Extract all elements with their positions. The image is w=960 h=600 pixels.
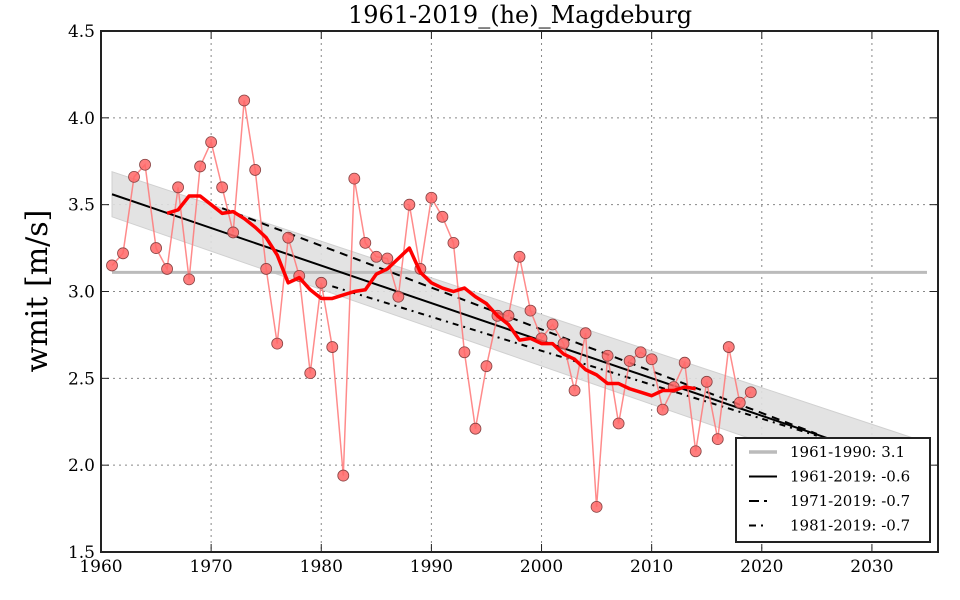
x-tick-label: 1960 bbox=[79, 557, 122, 577]
data-point bbox=[260, 263, 273, 275]
rolling-mean bbox=[166, 194, 696, 398]
data-point bbox=[205, 136, 218, 149]
data-point bbox=[645, 353, 658, 366]
data-point bbox=[634, 346, 647, 359]
data-point bbox=[436, 210, 449, 223]
data-point bbox=[579, 327, 592, 340]
data-point bbox=[590, 500, 603, 513]
legend: 1961-1990: 3.1 1961-2019: -0.6 1971-2019: … bbox=[735, 437, 931, 543]
x-tick-label: 1970 bbox=[189, 557, 232, 577]
data-point bbox=[249, 164, 262, 176]
data-point bbox=[744, 386, 757, 399]
legend-label: 1961-2019: -0.6 bbox=[790, 468, 910, 486]
chart-title: 1961-2019_(he)_Magdeburg bbox=[348, 1, 692, 29]
data-point bbox=[304, 367, 317, 380]
data-point bbox=[172, 181, 184, 194]
data-point bbox=[337, 469, 350, 482]
data-point bbox=[392, 290, 405, 303]
y-tick-label: 2.5 bbox=[68, 369, 95, 389]
data-point bbox=[480, 360, 493, 373]
x-tick-label: 2030 bbox=[850, 557, 893, 577]
data-point bbox=[216, 181, 229, 194]
data-point bbox=[282, 231, 295, 244]
data-point bbox=[612, 417, 625, 430]
data-point bbox=[678, 356, 691, 369]
y-tick-label: 4.5 bbox=[68, 22, 95, 42]
data-point bbox=[117, 247, 129, 260]
data-point bbox=[183, 273, 196, 286]
y-tick-label: 3.5 bbox=[68, 196, 95, 216]
data-point bbox=[227, 226, 240, 239]
data-point bbox=[546, 318, 559, 331]
data-point bbox=[238, 94, 251, 107]
data-point bbox=[568, 384, 581, 397]
data-point bbox=[161, 263, 173, 275]
data-point bbox=[348, 172, 361, 185]
data-point bbox=[425, 191, 438, 204]
data-point bbox=[370, 250, 383, 263]
data-point bbox=[315, 276, 328, 289]
x-tick-label: 1990 bbox=[410, 557, 453, 577]
data-point bbox=[524, 304, 537, 317]
data-point bbox=[469, 422, 482, 435]
y-ticks: 1.5 2.0 2.5 3.0 3.5 4.0 4.5 bbox=[68, 22, 938, 563]
legend-label: 1981-2019: -0.7 bbox=[790, 517, 910, 535]
x-tick-label: 2020 bbox=[740, 557, 783, 577]
trend-1961-2019 bbox=[111, 193, 928, 474]
data-point bbox=[403, 198, 416, 211]
data-point bbox=[623, 355, 636, 367]
legend-box bbox=[735, 437, 931, 543]
y-tick-label: 2.0 bbox=[68, 456, 95, 476]
y-tick-label: 3.0 bbox=[68, 283, 95, 303]
data-point bbox=[150, 242, 162, 254]
data-point bbox=[128, 170, 140, 183]
rolling-mean-line bbox=[166, 194, 696, 398]
data-point bbox=[458, 346, 471, 359]
data-point bbox=[447, 236, 460, 249]
data-point bbox=[656, 403, 669, 416]
data-point bbox=[381, 252, 394, 265]
data-point bbox=[326, 341, 339, 353]
legend-label: 1971-2019: -0.7 bbox=[790, 492, 910, 510]
y-tick-label: 4.0 bbox=[68, 109, 95, 129]
data-point bbox=[106, 259, 118, 272]
data-point bbox=[513, 250, 526, 263]
y-tick-label: 1.5 bbox=[68, 543, 95, 563]
data-point bbox=[194, 160, 207, 173]
data-point bbox=[733, 396, 746, 409]
data-point bbox=[689, 445, 702, 458]
data-point bbox=[722, 341, 735, 353]
legend-label: 1961-1990: 3.1 bbox=[790, 443, 905, 461]
x-tick-label: 1980 bbox=[300, 557, 343, 577]
data-point bbox=[700, 375, 713, 388]
data-point bbox=[359, 236, 372, 249]
data-point bbox=[601, 349, 614, 362]
y-axis-label: wmit [m/s] bbox=[20, 210, 55, 373]
data-point bbox=[557, 337, 570, 350]
x-tick-label: 2000 bbox=[520, 557, 563, 577]
data-point bbox=[502, 309, 515, 322]
data-point bbox=[139, 158, 151, 171]
data-point bbox=[711, 433, 724, 446]
data-point bbox=[271, 337, 284, 350]
x-ticks: 1960 1970 1980 1990 2000 2010 2020 2030 bbox=[79, 31, 894, 577]
x-tick-label: 2010 bbox=[630, 557, 673, 577]
